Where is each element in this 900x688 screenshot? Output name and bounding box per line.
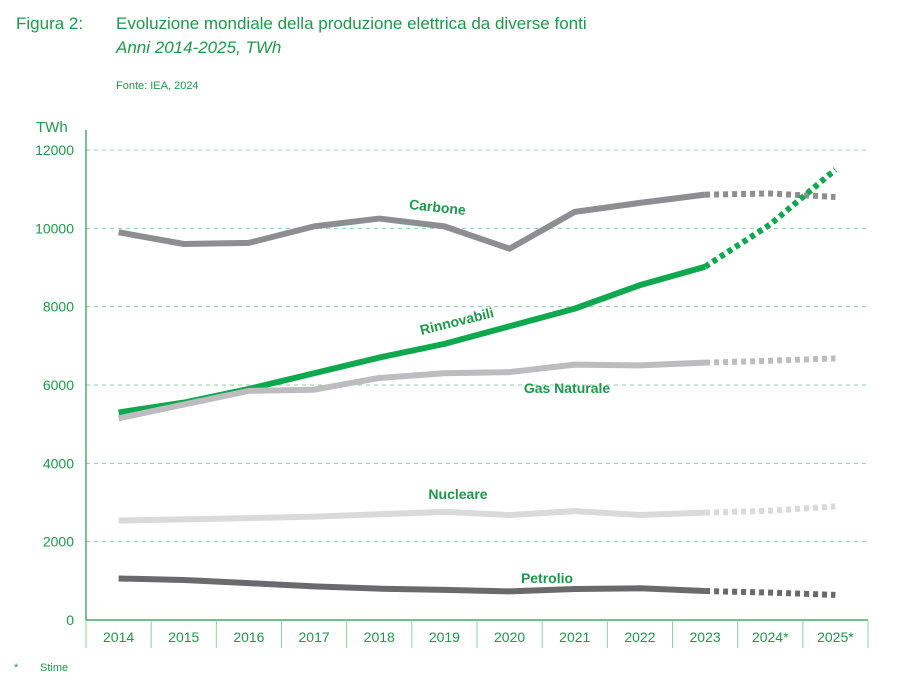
y-tick-label: 8000 (43, 299, 74, 315)
footnote-mark: * (14, 662, 19, 674)
x-tick-label: 2018 (364, 629, 395, 645)
series-line (118, 263, 706, 416)
y-tick-label: 0 (66, 612, 74, 628)
x-tick-label: 2025* (817, 629, 854, 645)
series-line-estimate (704, 503, 836, 516)
y-tick-label: 2000 (43, 534, 74, 550)
series-label: Nucleare (428, 486, 487, 502)
series-label: Carbone (408, 196, 466, 218)
y-tick-label: 4000 (43, 455, 74, 471)
series-line-estimate (705, 190, 836, 200)
y-tick-label: 10000 (35, 220, 74, 236)
x-tick-label: 2020 (494, 629, 525, 645)
series-line (118, 191, 706, 252)
x-tick-label: 2021 (559, 629, 590, 645)
x-tick-label: 2024* (752, 629, 789, 645)
series-line-estimate (705, 588, 836, 598)
y-axis-label: TWh (36, 119, 68, 136)
chart-subtitle: Anni 2014-2025, TWh (116, 38, 282, 57)
y-tick-label: 6000 (43, 377, 74, 393)
axes: 0 2000 4000 6000 8000 10000 12000 TWh 2014 2015 20… (35, 119, 869, 648)
series-line (118, 575, 706, 595)
series-label: Petrolio (521, 570, 573, 586)
x-tick-label: 2016 (233, 629, 264, 645)
grid-lines (86, 149, 868, 543)
series-label: Gas Naturale (524, 380, 611, 396)
series-line-estimate (704, 355, 836, 366)
x-tick-label: 2017 (299, 629, 330, 645)
series-lines (117, 167, 838, 598)
series-line (117, 359, 706, 422)
x-tick-label: 2019 (429, 629, 460, 645)
x-tick-label: 2015 (168, 629, 199, 645)
y-tick-label: 12000 (35, 142, 74, 158)
x-tick-label: 2022 (624, 629, 655, 645)
chart-title: Evoluzione mondiale della produzione ele… (116, 14, 587, 33)
x-tick-label: 2014 (103, 629, 134, 645)
x-tick-label: 2023 (690, 629, 721, 645)
footnote-text: Stime (40, 662, 69, 674)
source-note: Fonte: IEA, 2024 (116, 80, 199, 92)
figure-number: Figura 2: (16, 14, 84, 33)
footnote: * Stime (14, 662, 68, 674)
series-line (118, 508, 706, 524)
series-line-estimate (703, 167, 838, 270)
